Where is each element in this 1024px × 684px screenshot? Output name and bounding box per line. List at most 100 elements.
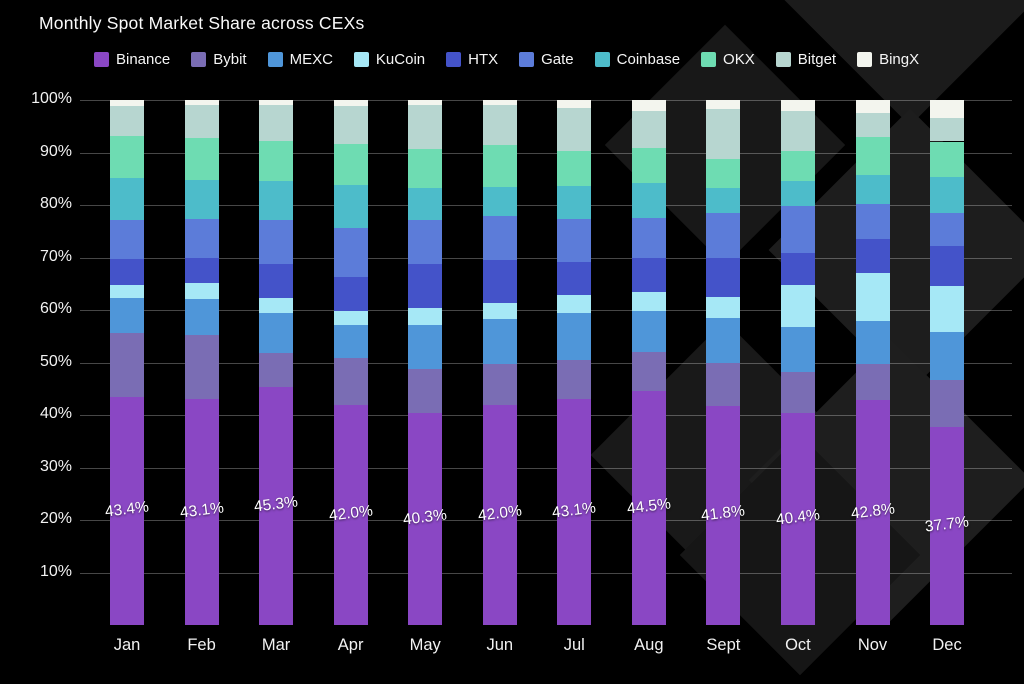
- bar-segment-bybit[interactable]: [631, 352, 666, 392]
- bar-segment-coinbase[interactable]: [333, 185, 368, 229]
- bar-segment-htx[interactable]: [333, 276, 368, 312]
- bar-jan[interactable]: [110, 100, 144, 625]
- legend-item-binance[interactable]: Binance: [94, 51, 170, 68]
- bar-segment-kucoin[interactable]: [631, 292, 666, 312]
- bar-segment-kucoin[interactable]: [184, 283, 219, 299]
- bar-segment-okx[interactable]: [930, 141, 965, 178]
- bar-segment-binance[interactable]: [557, 398, 592, 625]
- bar-segment-okx[interactable]: [333, 143, 368, 186]
- bar-segment-gate[interactable]: [557, 219, 592, 263]
- bar-segment-bingx[interactable]: [930, 100, 965, 119]
- bar-segment-kucoin[interactable]: [482, 302, 517, 320]
- bar-segment-gate[interactable]: [930, 212, 965, 247]
- bar-segment-gate[interactable]: [706, 213, 741, 258]
- bar-segment-kucoin[interactable]: [408, 308, 443, 325]
- bar-segment-htx[interactable]: [557, 262, 592, 296]
- bar-sept[interactable]: [706, 100, 741, 625]
- bar-segment-coinbase[interactable]: [780, 180, 815, 206]
- bar-segment-htx[interactable]: [780, 252, 815, 286]
- bar-segment-coinbase[interactable]: [482, 187, 517, 217]
- legend-item-bitget[interactable]: Bitget: [775, 51, 836, 68]
- bar-segment-kucoin[interactable]: [110, 284, 144, 298]
- bar-segment-gate[interactable]: [110, 220, 144, 260]
- bar-segment-bybit[interactable]: [706, 362, 741, 406]
- bar-segment-okx[interactable]: [184, 137, 219, 180]
- bar-segment-bingx[interactable]: [259, 100, 294, 106]
- bar-segment-coinbase[interactable]: [706, 188, 741, 214]
- bar-segment-okx[interactable]: [408, 149, 443, 189]
- bar-segment-bitget[interactable]: [408, 105, 443, 150]
- bar-segment-mexc[interactable]: [557, 312, 592, 360]
- bar-segment-bitget[interactable]: [855, 113, 890, 137]
- bar-segment-mexc[interactable]: [930, 331, 965, 381]
- bar-segment-okx[interactable]: [780, 151, 815, 181]
- bar-segment-bingx[interactable]: [706, 100, 741, 109]
- bar-segment-htx[interactable]: [184, 258, 219, 284]
- bar-segment-binance[interactable]: [408, 413, 443, 625]
- bar-segment-kucoin[interactable]: [706, 296, 741, 318]
- bar-segment-bingx[interactable]: [333, 100, 368, 107]
- bar-segment-bybit[interactable]: [780, 371, 815, 413]
- bar-mar[interactable]: [259, 100, 294, 625]
- bar-segment-binance[interactable]: [930, 427, 965, 625]
- bar-jun[interactable]: [482, 100, 517, 625]
- bar-segment-okx[interactable]: [631, 148, 666, 183]
- bar-segment-coinbase[interactable]: [184, 179, 219, 219]
- bar-segment-kucoin[interactable]: [333, 311, 368, 325]
- bar-segment-kucoin[interactable]: [855, 273, 890, 321]
- bar-segment-coinbase[interactable]: [408, 188, 443, 221]
- bar-aug[interactable]: [631, 100, 666, 625]
- bar-segment-mexc[interactable]: [333, 324, 368, 359]
- bar-segment-bingx[interactable]: [482, 100, 517, 106]
- bar-segment-mexc[interactable]: [259, 313, 294, 353]
- bar-segment-mexc[interactable]: [631, 311, 666, 352]
- bar-segment-mexc[interactable]: [482, 319, 517, 364]
- bar-apr[interactable]: [333, 100, 368, 625]
- bar-segment-coinbase[interactable]: [259, 181, 294, 221]
- bar-segment-binance[interactable]: [706, 405, 741, 625]
- bar-segment-bitget[interactable]: [110, 106, 144, 136]
- bar-jul[interactable]: [557, 100, 592, 625]
- bar-segment-bybit[interactable]: [259, 352, 294, 388]
- bar-segment-coinbase[interactable]: [110, 178, 144, 221]
- bar-segment-binance[interactable]: [259, 387, 294, 625]
- bar-segment-bingx[interactable]: [855, 100, 890, 114]
- bar-segment-kucoin[interactable]: [930, 285, 965, 332]
- bar-segment-bingx[interactable]: [408, 100, 443, 106]
- bar-segment-bitget[interactable]: [780, 110, 815, 152]
- bar-segment-binance[interactable]: [631, 391, 666, 625]
- bar-segment-gate[interactable]: [333, 228, 368, 277]
- bar-segment-bingx[interactable]: [557, 100, 592, 108]
- legend-item-gate[interactable]: Gate: [519, 51, 574, 68]
- bar-segment-bybit[interactable]: [482, 363, 517, 405]
- bar-segment-gate[interactable]: [259, 220, 294, 264]
- bar-segment-binance[interactable]: [184, 398, 219, 625]
- legend-item-mexc[interactable]: MEXC: [267, 51, 333, 68]
- bar-segment-bitget[interactable]: [557, 107, 592, 151]
- bar-segment-binance[interactable]: [780, 412, 815, 625]
- bar-segment-coinbase[interactable]: [930, 177, 965, 213]
- bar-segment-htx[interactable]: [631, 257, 666, 293]
- bar-segment-bitget[interactable]: [333, 106, 368, 144]
- bar-segment-bitget[interactable]: [930, 118, 965, 142]
- bar-segment-mexc[interactable]: [184, 299, 219, 335]
- bar-segment-bitget[interactable]: [706, 108, 741, 159]
- bar-segment-mexc[interactable]: [110, 297, 144, 334]
- bar-segment-binance[interactable]: [110, 397, 144, 625]
- legend-item-kucoin[interactable]: KuCoin: [353, 51, 425, 68]
- bar-segment-coinbase[interactable]: [557, 185, 592, 220]
- bar-segment-htx[interactable]: [930, 246, 965, 286]
- bar-segment-coinbase[interactable]: [855, 174, 890, 205]
- bar-segment-bybit[interactable]: [184, 334, 219, 399]
- legend-item-coinbase[interactable]: Coinbase: [594, 51, 680, 68]
- bar-segment-bingx[interactable]: [184, 100, 219, 106]
- bar-dec[interactable]: [930, 100, 965, 625]
- bar-segment-okx[interactable]: [855, 136, 890, 175]
- bar-segment-binance[interactable]: [482, 404, 517, 625]
- bar-segment-mexc[interactable]: [408, 324, 443, 369]
- bar-segment-bitget[interactable]: [259, 105, 294, 142]
- bar-segment-gate[interactable]: [780, 205, 815, 253]
- bar-segment-bybit[interactable]: [333, 358, 368, 405]
- bar-segment-okx[interactable]: [482, 145, 517, 188]
- bar-segment-bybit[interactable]: [408, 368, 443, 414]
